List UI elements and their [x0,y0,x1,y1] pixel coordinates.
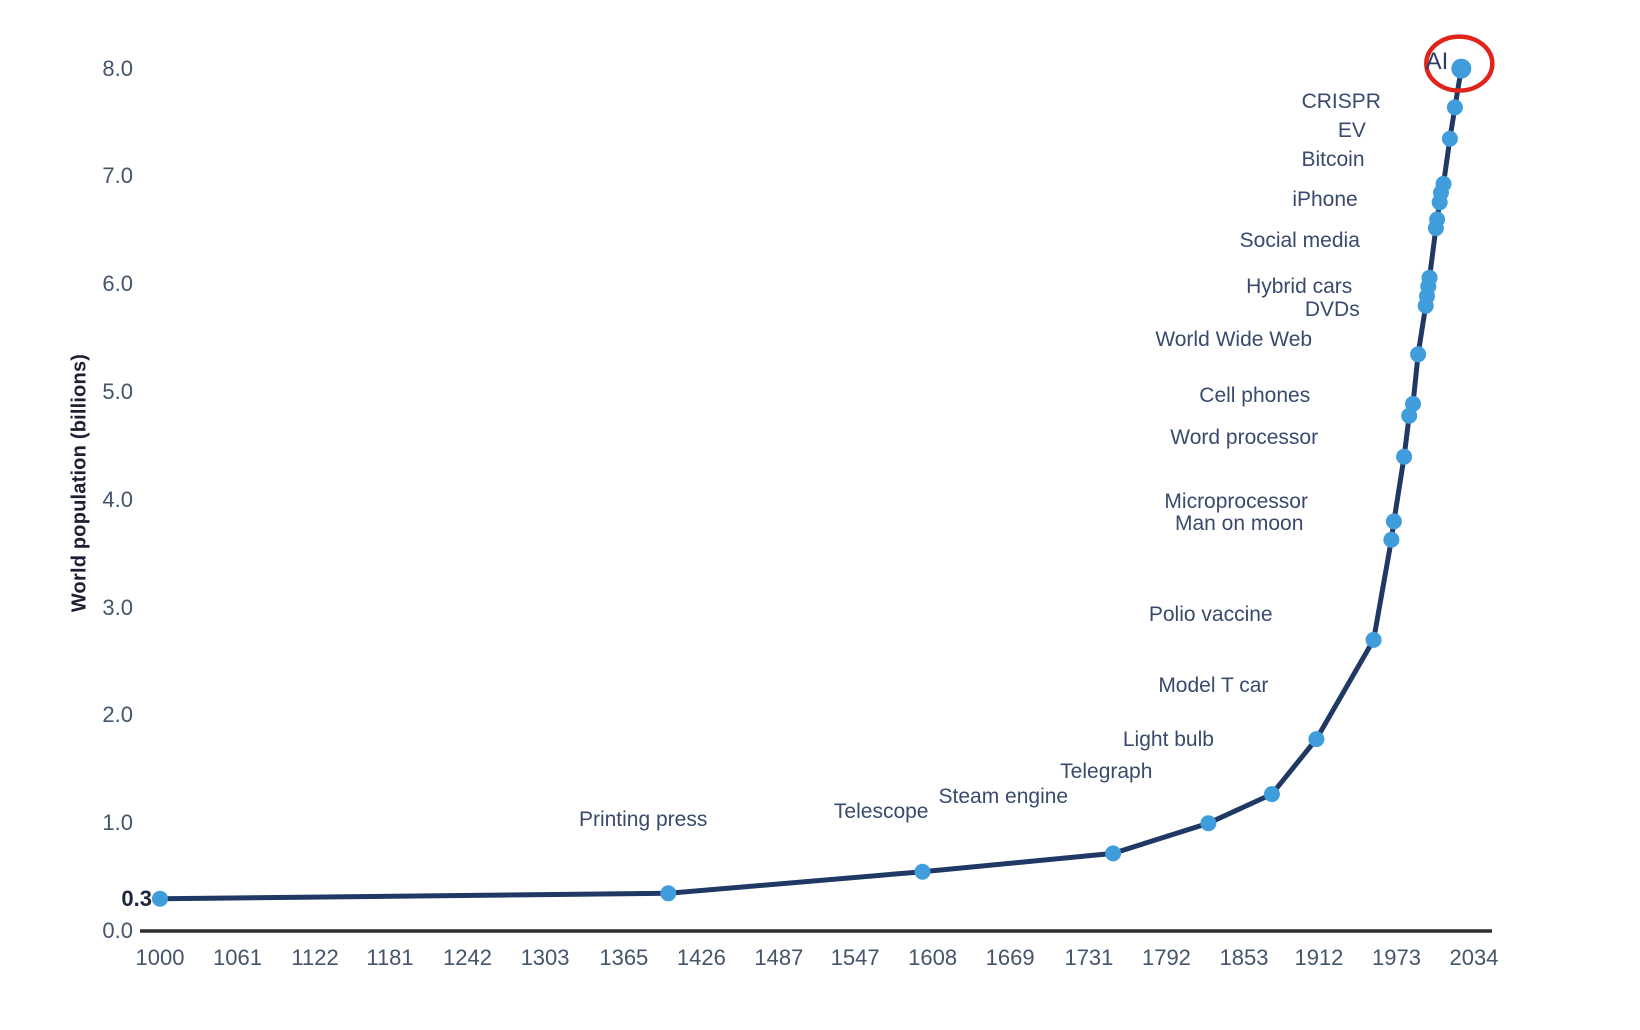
x-tick-label: 1853 [1219,945,1269,970]
y-tick-label: 6.0 [102,271,133,297]
x-tick-label: 1365 [599,945,649,970]
y-tick-label: 2.0 [102,702,133,728]
x-tick-label: 2034 [1449,945,1499,970]
x-tick-label: 1242 [443,945,492,970]
milestone-label-bitcoin: Bitcoin [1301,147,1365,171]
data-point [1446,99,1463,116]
milestone-label-social-media: Social media [1239,229,1360,253]
data-point [1410,346,1427,363]
x-tick-label: 1669 [985,945,1035,970]
data-point [1308,731,1325,748]
milestone-label-cell-phones: Cell phones [1199,383,1311,407]
data-point [1421,269,1438,286]
x-tick-label: 1731 [1064,945,1114,970]
x-tick-label: 1061 [213,945,262,970]
milestone-label-telegraph: Telegraph [1060,760,1153,784]
y-tick-label: 0.0 [102,918,133,943]
milestone-label-crispr: CRISPR [1301,90,1381,114]
milestone-label-hybrid-cars: Hybrid cars [1246,275,1353,299]
x-tick-label: 1973 [1371,945,1421,970]
data-point [1429,211,1446,228]
data-point [1441,130,1458,147]
x-tick-label: 1912 [1294,945,1344,970]
y-tick-label: 8.0 [102,55,133,81]
milestone-label-light-bulb: Light bulb [1122,728,1214,752]
milestone-label-word-processor: Word processor [1170,425,1319,449]
milestone-label-ai: AI [1425,47,1449,75]
x-tick-label: 1181 [366,945,414,970]
y-tick-label: 4.0 [102,486,133,512]
milestone-label-dvds: DVDs [1304,297,1360,321]
x-tick-label: 1122 [291,945,339,970]
milestone-label-printing-press: Printing press [578,808,708,832]
data-point [1105,845,1122,862]
milestone-label-steam-engine: Steam engine [938,785,1069,809]
milestone-label-world-wide-web: World Wide Web [1155,328,1313,352]
data-point [1405,395,1421,412]
y-tick-label: 5.0 [102,379,133,404]
milestone-label-ev: EV [1337,118,1366,142]
x-tick-label: 1000 [135,945,185,970]
data-point [1263,786,1280,803]
x-tick-label: 1792 [1141,945,1191,970]
data-point [1435,175,1452,192]
start-value-annotation: 0.3 [121,885,152,911]
x-tick-label: 1487 [754,945,804,970]
milestone-label-telescope: Telescope [833,799,929,823]
data-point [1385,513,1402,530]
milestone-label-man-on-moon: Man on moon [1174,511,1304,535]
data-point-ai [1451,58,1472,79]
x-tick-label: 1547 [830,945,880,970]
data-point [1383,531,1400,548]
data-point [1396,448,1413,465]
ai-highlight-circle [1424,34,1495,93]
data-point [660,885,677,902]
milestone-label-model-t-car: Model T car [1158,674,1269,698]
data-point [1200,815,1217,832]
milestone-label-iphone: iPhone [1292,188,1358,212]
data-point [152,890,168,907]
data-point [914,863,931,880]
milestone-label-polio-vaccine: Polio vaccine [1148,602,1273,626]
x-tick-label: 1426 [676,945,726,970]
y-tick-label: 3.0 [102,594,133,620]
data-point [1365,631,1382,648]
x-tick-label: 1303 [520,945,570,970]
population-line [157,66,1464,902]
y-tick-label: 1.0 [102,810,133,836]
x-tick-label: 1608 [908,945,958,970]
milestone-label-microprocessor: Microprocessor [1164,490,1308,514]
y-tick-label: 7.0 [102,163,133,189]
